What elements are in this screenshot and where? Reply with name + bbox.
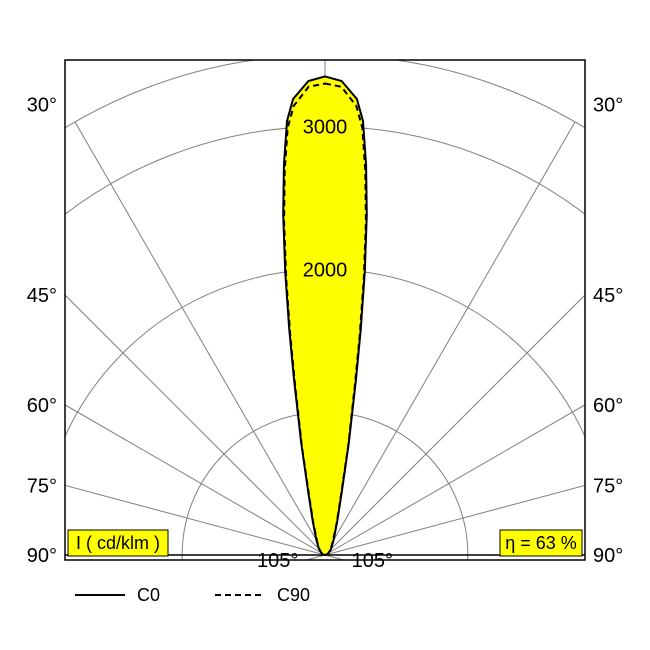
angle-label-left: 75° [27,475,57,497]
legend-label-c0: C0 [137,585,160,605]
angle-label-right: 90° [593,545,623,567]
angle-label-left: 45° [27,285,57,307]
angle-label-right: 75° [593,475,623,497]
radial-label: 3000 [303,116,348,138]
c0-curve [283,76,367,555]
angle-label-left: 60° [27,395,57,417]
angle-label-right: 30° [593,95,623,117]
unit-box-text: I ( cd/klm ) [76,533,160,553]
legend-label-c90: C90 [277,585,310,605]
angle-label-right: 45° [593,285,623,307]
angle-label-right: 105° [352,550,393,572]
angle-label-right: 60° [593,395,623,417]
radial-label: 2000 [303,259,348,281]
eta-box-text: η = 63 % [505,533,577,553]
angle-label-left: 90° [27,545,57,567]
angle-label-left: 30° [27,95,57,117]
polar-chart: 2000 3000 30° 30° 45° 45° 60° 60° 75° 75° 90° 90° 10… [0,0,650,650]
angle-label-left: 105° [257,550,298,572]
